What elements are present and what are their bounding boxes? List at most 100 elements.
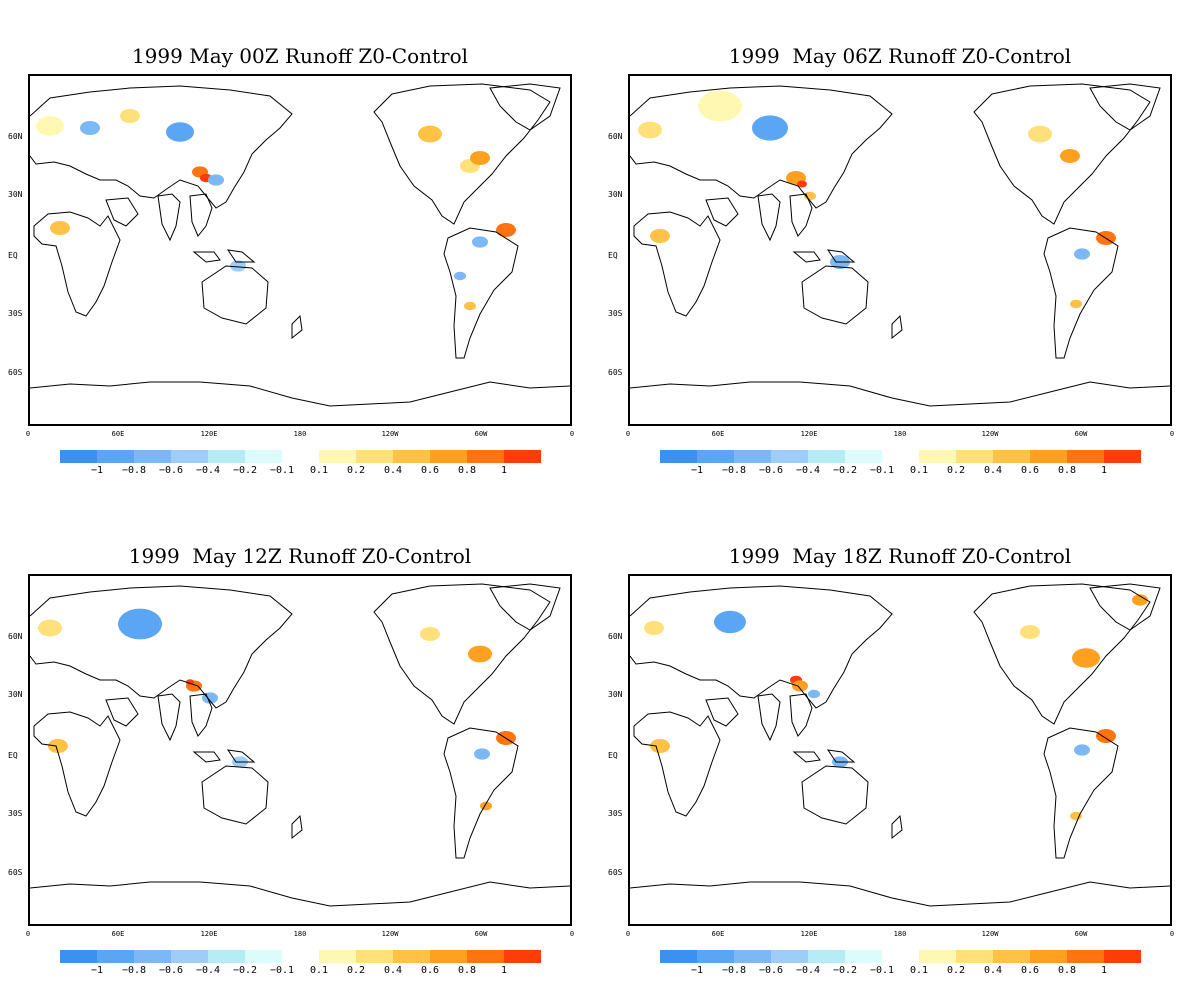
coastline xyxy=(789,693,813,737)
lon-tick-label: 60E xyxy=(111,930,125,938)
coastline xyxy=(489,83,561,131)
coastline xyxy=(630,585,893,709)
lat-tick-label: EQ xyxy=(608,251,618,260)
runoff-anomaly-patch xyxy=(474,748,490,760)
lon-tick-label: 0 xyxy=(625,430,631,438)
colorbar-swatch xyxy=(356,450,393,463)
lat-tick-label: EQ xyxy=(8,751,18,760)
runoff-anomaly-patch xyxy=(464,301,476,311)
colorbar-label: −1 xyxy=(690,965,704,976)
coastline xyxy=(1089,583,1161,631)
colorbar-label: −1 xyxy=(90,465,104,476)
colorbar-swatch xyxy=(134,950,171,963)
coastline xyxy=(801,765,869,825)
colorbar xyxy=(660,950,1141,963)
runoff-anomaly-patch xyxy=(36,116,64,136)
colorbar-swatch xyxy=(97,950,134,963)
lat-tick-label: 30S xyxy=(8,809,23,818)
coastline xyxy=(630,85,893,209)
colorbar-label: −0.8 xyxy=(121,965,147,976)
colorbar-label: −0.8 xyxy=(721,965,747,976)
lat-tick-label: 60N xyxy=(608,132,623,141)
coastline xyxy=(189,693,213,737)
coastline xyxy=(1089,83,1161,131)
colorbar xyxy=(660,450,1141,463)
colorbar-swatch xyxy=(1104,950,1141,963)
colorbar-label: −0.1 xyxy=(269,965,295,976)
runoff-anomaly-patch xyxy=(208,174,224,186)
colorbar-label: −1 xyxy=(690,465,704,476)
runoff-anomaly-patch xyxy=(454,271,466,281)
world-map xyxy=(28,74,572,426)
coastline xyxy=(973,83,1151,225)
lon-tick-label: 120W xyxy=(981,430,999,438)
colorbar-label: 0.6 xyxy=(420,465,440,476)
colorbar-label: −0.6 xyxy=(158,465,184,476)
runoff-anomaly-patch xyxy=(496,223,516,237)
lat-tick-label: 30N xyxy=(608,190,623,199)
colorbar-label: −0.6 xyxy=(158,965,184,976)
colorbar-label: 0.2 xyxy=(946,465,966,476)
runoff-anomaly-patch xyxy=(1028,125,1052,143)
runoff-anomaly-patch xyxy=(1074,248,1090,260)
colorbar-label: −0.1 xyxy=(869,965,895,976)
colorbar-label: 0.6 xyxy=(420,965,440,976)
runoff-anomaly-patch xyxy=(50,221,70,235)
coastline xyxy=(826,249,856,263)
lon-tick-label: 60W xyxy=(1074,930,1088,938)
colorbar-swatch xyxy=(919,950,956,963)
runoff-anomaly-patch xyxy=(1070,811,1082,821)
lon-tick-label: 60W xyxy=(474,930,488,938)
colorbar-swatch xyxy=(734,950,771,963)
colorbar-swatch xyxy=(467,450,504,463)
lat-tick-label: 60S xyxy=(608,868,623,877)
coastline xyxy=(1043,727,1119,859)
colorbar-swatch xyxy=(504,950,541,963)
colorbar-swatch xyxy=(467,950,504,963)
runoff-anomaly-patch xyxy=(650,229,670,243)
colorbar-label: −0.2 xyxy=(232,465,258,476)
colorbar-swatch xyxy=(1030,950,1067,963)
lon-tick-label: 0 xyxy=(625,930,631,938)
colorbar-label: 0.8 xyxy=(457,965,477,976)
colorbar-label: −0.1 xyxy=(869,465,895,476)
colorbar-label: 1 xyxy=(500,965,508,976)
colorbar-swatch xyxy=(356,950,393,963)
colorbar-label: −0.6 xyxy=(758,965,784,976)
runoff-anomaly-patch xyxy=(1074,744,1090,756)
runoff-anomaly-patch xyxy=(1096,729,1116,743)
panel-title: 1999 May 12Z Runoff Z0-Control xyxy=(128,544,472,568)
colorbar-label: 0.2 xyxy=(946,965,966,976)
coastline xyxy=(789,193,813,237)
colorbar-label: −1 xyxy=(90,965,104,976)
lon-tick-label: 60E xyxy=(111,430,125,438)
colorbar-swatch xyxy=(245,450,282,463)
lon-tick-label: 0 xyxy=(1169,930,1175,938)
coastline xyxy=(192,251,221,263)
coastline xyxy=(801,265,869,325)
colorbar-swatch xyxy=(808,950,845,963)
coastline xyxy=(705,697,739,727)
colorbar-swatch xyxy=(171,450,208,463)
coastline xyxy=(105,697,139,727)
coastline xyxy=(443,727,519,859)
colorbar-label: −0.4 xyxy=(195,965,221,976)
colorbar-label: 1 xyxy=(1100,465,1108,476)
runoff-anomaly-patch xyxy=(752,115,788,141)
colorbar xyxy=(60,950,541,963)
lat-tick-label: 30S xyxy=(608,309,623,318)
colorbar-swatch xyxy=(771,950,808,963)
coastline xyxy=(157,193,181,242)
map-canvas xyxy=(30,583,570,907)
coastline xyxy=(30,585,293,709)
coastline xyxy=(792,251,821,263)
coastline xyxy=(757,193,781,242)
colorbar-swatch xyxy=(956,950,993,963)
panel-title: 1999 May 06Z Runoff Z0-Control xyxy=(728,44,1072,68)
colorbar-label: −0.4 xyxy=(795,465,821,476)
colorbar-swatch xyxy=(60,450,97,463)
coastline xyxy=(291,814,303,840)
runoff-anomaly-patch xyxy=(166,122,194,142)
runoff-anomaly-patch xyxy=(1072,648,1100,668)
colorbar-swatch xyxy=(660,950,697,963)
